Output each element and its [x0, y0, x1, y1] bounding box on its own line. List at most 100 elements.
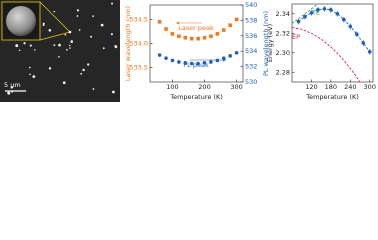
- particle: [28, 66, 31, 69]
- y2-axis-label: PL wavelength (nm): [262, 11, 270, 76]
- plot-frame: [149, 4, 244, 83]
- y-tick-label: 2.32: [276, 29, 290, 37]
- y2-tick-label: 538: [245, 16, 257, 24]
- marker: [221, 28, 226, 32]
- particle: [111, 2, 114, 5]
- marker: [209, 60, 213, 64]
- marker: [335, 11, 340, 16]
- figure: 5 μm 100 200 300 Temperature (K) 533.5 534.0 5…: [0, 0, 376, 102]
- series-line: [292, 26, 361, 82]
- y2-tick-label: 540: [245, 1, 257, 9]
- series-label: Laser peak: [178, 24, 214, 32]
- x-tick-label: 100: [166, 83, 178, 91]
- marker: [164, 27, 168, 31]
- y2-tick-label: 532: [245, 63, 257, 71]
- marker: [215, 32, 220, 36]
- particle: [82, 68, 85, 72]
- particle: [29, 73, 31, 76]
- y2-tick-label: 536: [245, 32, 257, 40]
- series-label: EP: [292, 33, 300, 41]
- particle: [32, 75, 36, 78]
- particle: [64, 33, 67, 36]
- marker: [183, 60, 188, 65]
- particle: [92, 88, 95, 90]
- marker: [234, 17, 239, 22]
- particle: [90, 35, 93, 38]
- x-axis-label: Temperature (K): [305, 93, 359, 101]
- particle: [42, 22, 45, 25]
- x-tick-label: 240: [344, 83, 356, 91]
- marker: [189, 61, 194, 66]
- y-tick-label: 2.28: [276, 68, 290, 76]
- marker: [164, 56, 168, 60]
- particle: [112, 90, 115, 94]
- particle: [58, 43, 61, 47]
- particle: [48, 28, 52, 32]
- sphere: [6, 6, 36, 36]
- series-line: [298, 8, 371, 53]
- y-axis-label: Energy (eV): [266, 24, 274, 62]
- particle: [66, 48, 68, 51]
- marker: [170, 32, 175, 36]
- x-axis-label: Temperature (K): [169, 93, 223, 101]
- plot-frame: [291, 3, 374, 83]
- marker: [157, 53, 162, 57]
- marker: [177, 34, 181, 39]
- particle: [80, 72, 83, 75]
- particle: [42, 24, 45, 27]
- x-tick-label: 300: [230, 83, 242, 91]
- particle: [62, 81, 66, 85]
- y2-tick-label: 534: [245, 47, 257, 55]
- y-tick-label: 2.30: [276, 49, 290, 57]
- marker: [221, 56, 226, 60]
- particle: [110, 33, 113, 36]
- micrograph: 5 μm: [0, 0, 120, 102]
- zoom-line: [39, 1, 71, 33]
- particle: [18, 49, 21, 52]
- marker: [309, 10, 314, 15]
- particle: [76, 9, 80, 12]
- particle: [78, 29, 81, 31]
- particle: [76, 15, 79, 17]
- particle: [68, 30, 72, 34]
- y2-tick-label: 530: [245, 78, 257, 86]
- marker: [177, 60, 181, 64]
- y-tick-label: 2.34: [276, 10, 290, 18]
- marker: [209, 34, 213, 39]
- marker: [196, 36, 200, 41]
- marker: [215, 58, 220, 63]
- arrow-head: [176, 21, 179, 25]
- particle: [34, 49, 36, 51]
- marker: [316, 8, 320, 12]
- particle: [70, 40, 74, 43]
- marker: [228, 23, 232, 28]
- particle: [11, 91, 13, 93]
- marker: [296, 19, 301, 24]
- y-tick-label: 533.5: [129, 64, 148, 72]
- marker: [234, 50, 239, 55]
- particle: [53, 10, 56, 13]
- marker: [228, 54, 232, 58]
- x-tick-label: 120: [305, 83, 317, 91]
- y-tick-label: 534.0: [129, 40, 148, 48]
- marker: [348, 24, 353, 29]
- marker: [303, 14, 307, 19]
- marker: [183, 35, 188, 40]
- marker: [196, 61, 200, 66]
- marker: [202, 35, 207, 40]
- particle: [69, 47, 71, 49]
- particle: [69, 44, 71, 47]
- marker: [367, 49, 372, 54]
- series-label: TE: [311, 9, 320, 17]
- x-tick-label: 200: [198, 83, 210, 91]
- marker: [170, 58, 175, 63]
- particle: [92, 15, 94, 17]
- particle: [10, 86, 14, 89]
- particle: [102, 47, 105, 50]
- series-label: PL peak: [183, 61, 209, 69]
- marker: [189, 36, 194, 41]
- y-axis-label: Laser wavelength (nm): [124, 6, 132, 81]
- particle: [87, 63, 90, 66]
- zoom-line: [39, 31, 71, 41]
- marker: [329, 8, 333, 12]
